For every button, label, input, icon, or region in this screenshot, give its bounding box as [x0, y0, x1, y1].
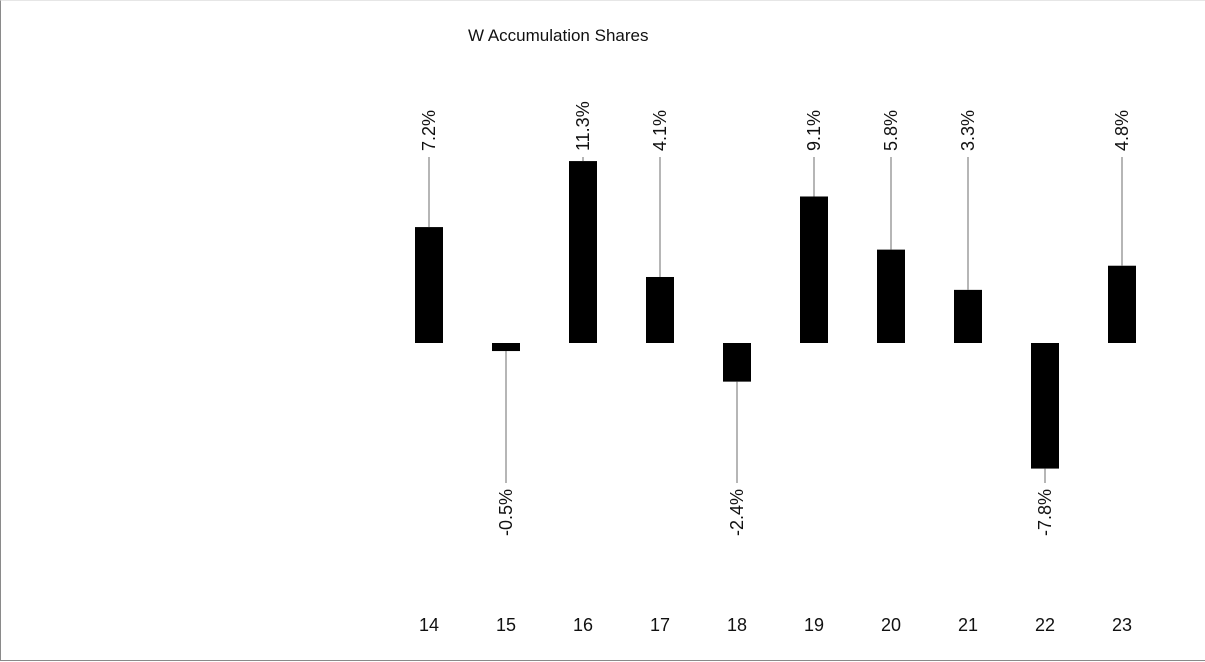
chart-title: W Accumulation Shares — [468, 26, 649, 45]
x-tick-label-20: 20 — [881, 615, 901, 635]
value-label-15: -0.5% — [496, 489, 516, 536]
value-label-14: 7.2% — [419, 110, 439, 151]
x-tick-label-19: 19 — [804, 615, 824, 635]
bar-23 — [1108, 265, 1136, 343]
x-tick-label-21: 21 — [958, 615, 978, 635]
value-label-18: -2.4% — [727, 489, 747, 536]
bar-22 — [1031, 343, 1059, 469]
bar-19 — [800, 196, 828, 343]
value-label-21: 3.3% — [958, 110, 978, 151]
bar-14 — [415, 227, 443, 343]
value-label-16: 11.3% — [573, 101, 593, 151]
bar-15 — [492, 343, 520, 352]
x-tick-label-17: 17 — [650, 615, 670, 635]
value-label-22: -7.8% — [1035, 489, 1055, 536]
value-label-23: 4.8% — [1112, 110, 1132, 151]
x-tick-label-23: 23 — [1112, 615, 1132, 635]
x-tick-label-15: 15 — [496, 615, 516, 635]
bar-16 — [569, 161, 597, 343]
bar-18 — [723, 343, 751, 382]
x-tick-label-22: 22 — [1035, 615, 1055, 635]
value-label-17: 4.1% — [650, 110, 670, 151]
value-label-20: 5.8% — [881, 110, 901, 151]
x-tick-label-18: 18 — [727, 615, 747, 635]
value-label-19: 9.1% — [804, 110, 824, 151]
bar-21 — [954, 289, 982, 343]
plot-area: 7.2% 14 -0.5% 15 11.3% 16 4.1% 17 -2.4% 18 9.1% 19 5… — [415, 101, 1136, 635]
bar-17 — [646, 276, 674, 343]
x-tick-label-16: 16 — [573, 615, 593, 635]
x-tick-label-14: 14 — [419, 615, 439, 635]
bar-20 — [877, 249, 905, 343]
